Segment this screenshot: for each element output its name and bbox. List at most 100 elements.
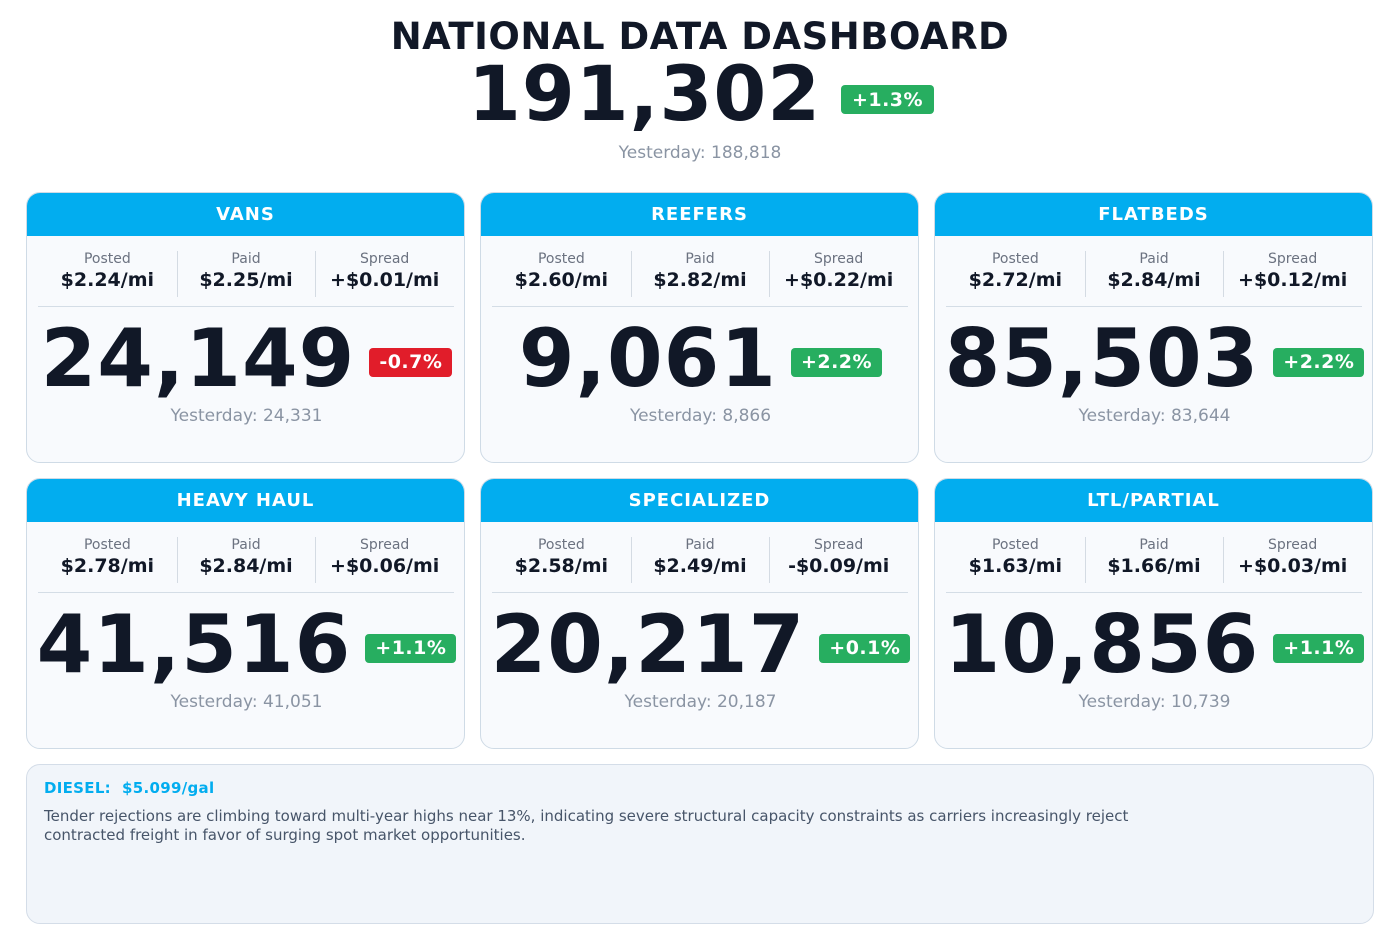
- yesterday-value: Yesterday: 8,866: [629, 406, 772, 426]
- load-count-row: 24,149 -0.7%: [27, 312, 464, 405]
- card-heavy-haul: HEAVY HAUL Posted $2.78/mi Paid $2.84/mi…: [26, 478, 465, 749]
- card-title: SPECIALIZED: [481, 479, 918, 522]
- card-title: HEAVY HAUL: [27, 479, 464, 522]
- stat-label: Spread: [814, 251, 864, 267]
- rate-stats: Posted $2.60/mi Paid $2.82/mi Spread +$0…: [492, 251, 908, 297]
- stat-value: $2.84/mi: [199, 555, 293, 577]
- stat-paid: Paid $1.66/mi: [1084, 537, 1224, 583]
- load-count-row: 85,503 +2.2%: [935, 312, 1372, 405]
- stat-value: $2.58/mi: [514, 555, 609, 577]
- stat-posted: Posted $2.58/mi: [492, 537, 631, 583]
- stat-value: $1.66/mi: [1107, 555, 1201, 577]
- stat-paid: Paid $2.49/mi: [630, 537, 770, 583]
- total-change-badge: +1.3%: [841, 85, 934, 114]
- stat-label: Paid: [1139, 537, 1169, 553]
- stat-value: -$0.09/mi: [788, 555, 890, 577]
- change-badge: +1.1%: [365, 633, 457, 663]
- stat-value: $2.25/mi: [199, 269, 293, 291]
- stat-value: $2.49/mi: [653, 555, 747, 577]
- total-value: 191,302: [468, 49, 822, 138]
- yesterday-value: Yesterday: 10,739: [1078, 692, 1231, 712]
- stat-posted: Posted $2.72/mi: [946, 251, 1085, 297]
- total-yesterday: Yesterday: 188,818: [618, 143, 782, 163]
- divider: [946, 306, 1362, 307]
- stat-label: Spread: [814, 537, 864, 553]
- stat-paid: Paid $2.82/mi: [630, 251, 770, 297]
- rate-stats: Posted $2.24/mi Paid $2.25/mi Spread +$0…: [38, 251, 454, 297]
- stat-label: Spread: [360, 537, 410, 553]
- stat-label: Paid: [685, 251, 715, 267]
- divider: [492, 592, 908, 593]
- divider: [492, 306, 908, 307]
- stat-label: Spread: [1268, 537, 1318, 553]
- stat-label: Paid: [231, 251, 261, 267]
- stat-label: Paid: [685, 537, 715, 553]
- load-count-row: 10,856 +1.1%: [935, 598, 1372, 691]
- diesel-price: DIESEL: $5.099/gal: [44, 779, 215, 797]
- total-summary: 191,302 +1.3%: [0, 54, 1400, 134]
- stat-label: Spread: [360, 251, 410, 267]
- yesterday-value: Yesterday: 83,644: [1078, 406, 1231, 426]
- load-count-row: 9,061 +2.2%: [481, 312, 918, 405]
- stat-value: +$0.01/mi: [330, 269, 440, 291]
- page-title: NATIONAL DATA DASHBOARD: [390, 15, 1010, 58]
- load-count-row: 20,217 +0.1%: [481, 598, 918, 691]
- divider: [946, 592, 1362, 593]
- stat-spread: Spread +$0.03/mi: [1223, 537, 1362, 583]
- stat-value: $2.78/mi: [60, 555, 155, 577]
- stat-value: +$0.12/mi: [1238, 269, 1348, 291]
- stat-label: Posted: [991, 251, 1039, 267]
- change-badge: +1.1%: [1273, 633, 1365, 663]
- stat-value: $2.72/mi: [968, 269, 1063, 291]
- stat-paid: Paid $2.25/mi: [176, 251, 316, 297]
- load-count: 10,856: [944, 598, 1260, 691]
- stat-label: Posted: [537, 537, 585, 553]
- stat-paid: Paid $2.84/mi: [176, 537, 316, 583]
- stat-spread: Spread -$0.09/mi: [769, 537, 908, 583]
- stat-value: $2.24/mi: [60, 269, 155, 291]
- stat-value: $2.60/mi: [514, 269, 609, 291]
- market-commentary: Tender rejections are climbing toward mu…: [44, 807, 1129, 844]
- card-title: FLATBEDS: [935, 193, 1372, 236]
- stat-value: +$0.22/mi: [784, 269, 894, 291]
- divider: [38, 306, 454, 307]
- stat-label: Spread: [1268, 251, 1318, 267]
- divider: [38, 592, 454, 593]
- stat-spread: Spread +$0.12/mi: [1223, 251, 1362, 297]
- load-count-row: 41,516 +1.1%: [27, 603, 464, 687]
- load-count: 85,503: [944, 312, 1260, 405]
- stat-spread: Spread +$0.01/mi: [315, 251, 454, 297]
- stat-posted: Posted $2.78/mi: [38, 537, 177, 583]
- stat-label: Posted: [83, 537, 131, 553]
- stat-paid: Paid $2.84/mi: [1084, 251, 1224, 297]
- stat-value: $2.84/mi: [1107, 269, 1201, 291]
- rate-stats: Posted $2.78/mi Paid $2.84/mi Spread +$0…: [38, 537, 454, 583]
- rate-stats: Posted $2.72/mi Paid $2.84/mi Spread +$0…: [946, 251, 1362, 297]
- card-title: VANS: [27, 193, 464, 236]
- rate-stats: Posted $2.58/mi Paid $2.49/mi Spread -$0…: [492, 537, 908, 583]
- load-count: 9,061: [518, 312, 777, 405]
- yesterday-value: Yesterday: 20,187: [624, 692, 777, 712]
- stat-value: $1.63/mi: [968, 555, 1063, 577]
- market-notes-panel: DIESEL: $5.099/gal Tender rejections are…: [26, 764, 1374, 924]
- change-badge: +2.2%: [1273, 347, 1365, 377]
- yesterday-value: Yesterday: 41,051: [170, 692, 323, 712]
- card-flatbeds: FLATBEDS Posted $2.72/mi Paid $2.84/mi S…: [934, 192, 1373, 463]
- change-badge: +2.2%: [790, 347, 883, 377]
- stat-value: +$0.03/mi: [1238, 555, 1348, 577]
- stat-label: Paid: [1139, 251, 1169, 267]
- stat-value: $2.82/mi: [653, 269, 747, 291]
- rate-stats: Posted $1.63/mi Paid $1.66/mi Spread +$0…: [946, 537, 1362, 583]
- card-title: LTL/PARTIAL: [935, 479, 1372, 522]
- load-count: 24,149: [40, 312, 356, 405]
- card-ltl-partial: LTL/PARTIAL Posted $1.63/mi Paid $1.66/m…: [934, 478, 1373, 749]
- stat-label: Paid: [231, 537, 261, 553]
- stat-label: Posted: [537, 251, 585, 267]
- stat-posted: Posted $2.24/mi: [38, 251, 177, 297]
- stat-posted: Posted $2.60/mi: [492, 251, 631, 297]
- stat-posted: Posted $1.63/mi: [946, 537, 1085, 583]
- load-count: 20,217: [490, 598, 806, 691]
- stat-spread: Spread +$0.22/mi: [769, 251, 908, 297]
- stat-spread: Spread +$0.06/mi: [315, 537, 454, 583]
